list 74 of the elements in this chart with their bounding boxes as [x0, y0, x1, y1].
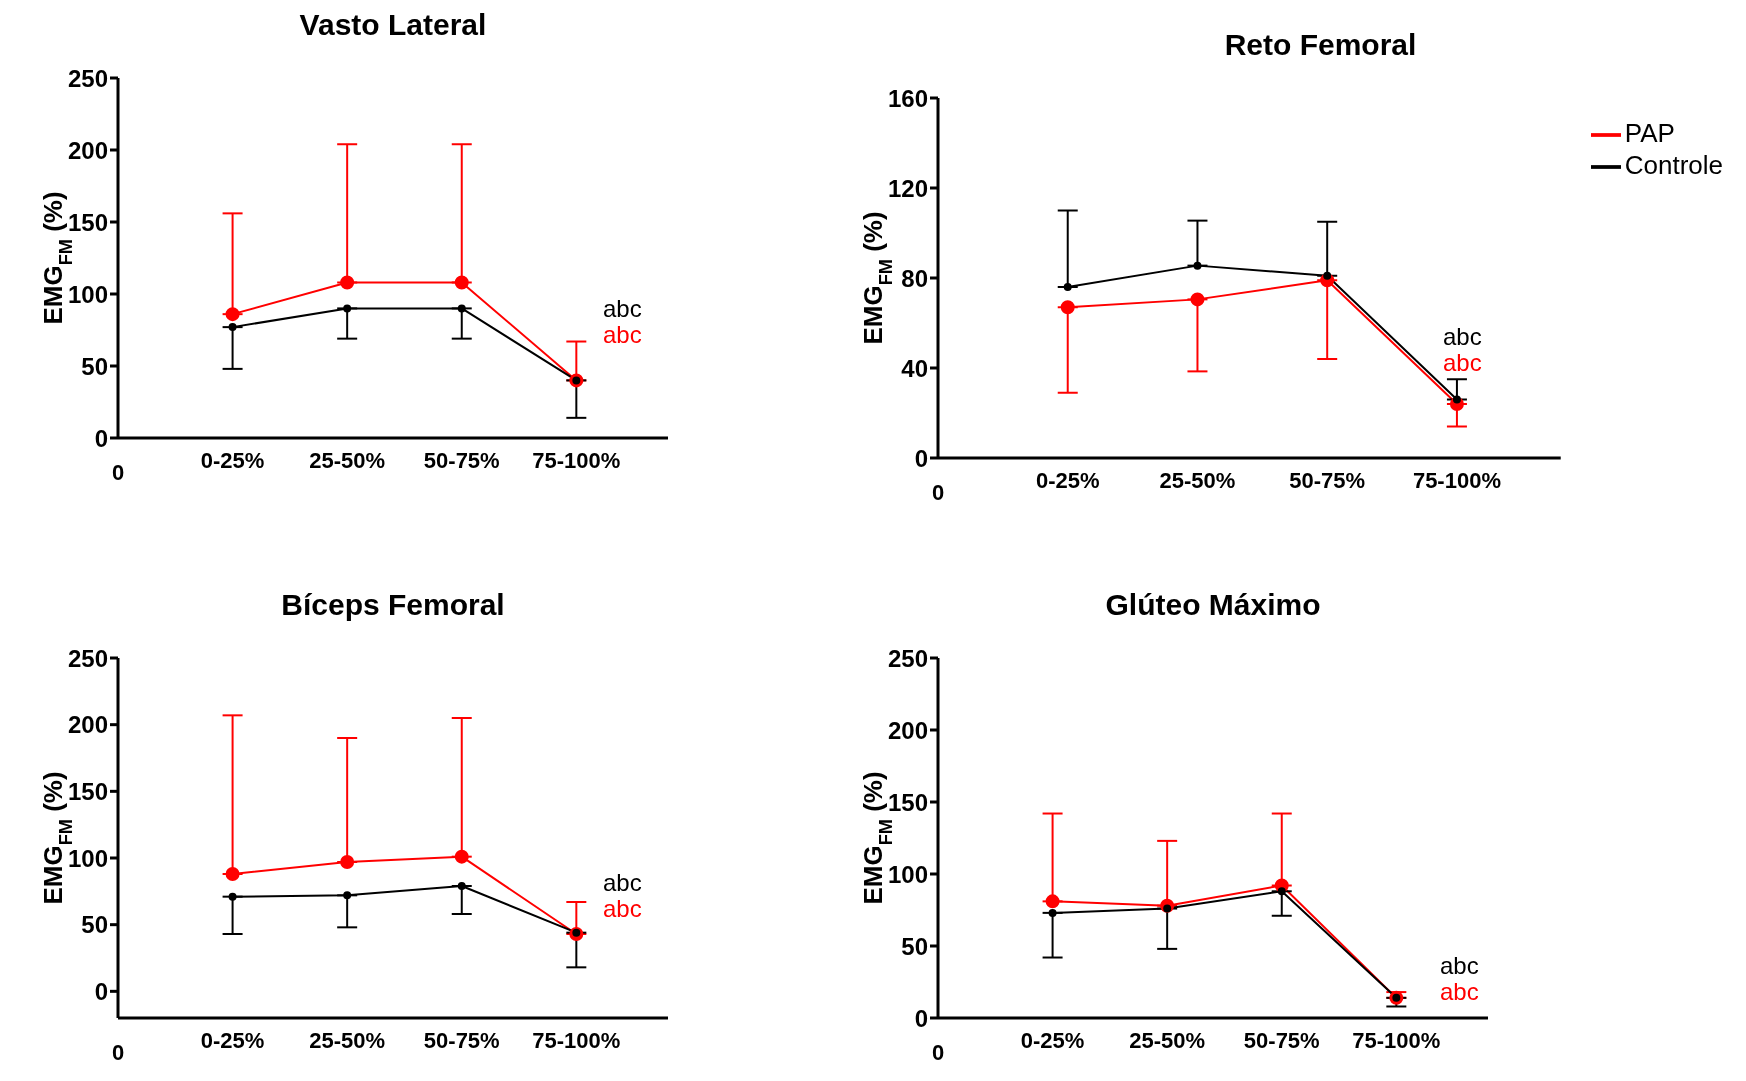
point — [1277, 887, 1286, 896]
y-tick-label: 120 — [887, 174, 928, 202]
x-tick-label: 50-75% — [1243, 1028, 1320, 1053]
x-tick-label: 0 — [931, 480, 945, 505]
annotation: abc — [1440, 978, 1479, 1005]
x-tick-label: 25-50% — [1129, 1028, 1206, 1053]
y-tick-label: 160 — [887, 84, 928, 112]
annotation: abc — [1443, 323, 1482, 350]
x-tick-label: 25-50% — [309, 1028, 386, 1053]
point — [343, 891, 352, 900]
annotation: abc — [603, 869, 642, 896]
point — [1190, 292, 1205, 307]
point — [1193, 261, 1202, 270]
y-tick-label: 250 — [887, 644, 928, 672]
x-tick-label: 75-100% — [1352, 1028, 1441, 1053]
x-tick-label: 75-100% — [532, 448, 621, 473]
point — [343, 304, 352, 313]
x-tick-label: 0-25% — [1035, 468, 1100, 493]
x-tick-label: 50-75% — [423, 448, 500, 473]
point — [457, 304, 466, 313]
annotation: abc — [1443, 349, 1482, 376]
point — [340, 855, 355, 869]
point — [1323, 271, 1332, 280]
y-tick-label: 0 — [94, 977, 108, 1005]
x-tick-label: 75-100% — [1412, 468, 1501, 493]
point — [454, 849, 469, 864]
point — [1452, 395, 1461, 404]
y-tick-label: 200 — [887, 716, 928, 744]
point — [1048, 908, 1057, 917]
chart-title: Reto Femoral — [1223, 28, 1418, 62]
point — [1060, 300, 1075, 315]
x-tick-label: 0-25% — [200, 1028, 265, 1053]
point — [228, 892, 237, 901]
y-tick-label: 200 — [67, 136, 108, 164]
x-tick-label: 0 — [111, 1040, 125, 1065]
y-tick-label: 80 — [901, 264, 928, 292]
y-tick-label: 0 — [914, 1004, 928, 1032]
point — [225, 867, 240, 881]
legend-label: PAP — [1624, 118, 1675, 148]
point — [228, 323, 237, 332]
y-tick-label: 40 — [901, 354, 928, 382]
point — [457, 882, 466, 890]
y-tick-label: 150 — [67, 208, 108, 236]
chart-title: Bíceps Femoral — [280, 588, 506, 622]
x-tick-label: 25-50% — [1159, 468, 1236, 493]
x-tick-label: 25-50% — [309, 448, 386, 473]
point — [340, 275, 355, 290]
y-tick-label: 150 — [67, 777, 108, 805]
point — [454, 275, 469, 290]
y-tick-label: 250 — [67, 644, 108, 672]
legend-label: Controle — [1624, 150, 1723, 181]
y-tick-label: 50 — [81, 911, 108, 939]
x-tick-label: 0-25% — [1020, 1028, 1085, 1053]
chart-title: Vasto Lateral — [298, 8, 488, 42]
y-tick-label: 50 — [81, 352, 108, 380]
point — [1063, 283, 1072, 291]
y-tick-label: 0 — [94, 424, 108, 452]
chart-title: Glúteo Máximo — [1104, 588, 1322, 622]
annotation: abc — [603, 895, 642, 922]
point — [225, 307, 240, 322]
x-tick-label: 75-100% — [532, 1028, 621, 1053]
x-tick-label: 0 — [111, 460, 125, 485]
y-tick-label: 200 — [67, 711, 108, 739]
y-tick-label: 50 — [901, 932, 928, 960]
x-tick-label: 0 — [931, 1040, 945, 1065]
y-tick-label: 250 — [67, 64, 108, 92]
x-tick-label: 50-75% — [1289, 468, 1366, 493]
annotation: abc — [603, 321, 642, 348]
annotation: abc — [603, 295, 642, 322]
x-tick-label: 0-25% — [200, 448, 265, 473]
annotation: abc — [1440, 952, 1479, 979]
y-tick-label: 150 — [887, 788, 928, 816]
point — [1045, 894, 1060, 909]
x-tick-label: 50-75% — [423, 1028, 500, 1053]
